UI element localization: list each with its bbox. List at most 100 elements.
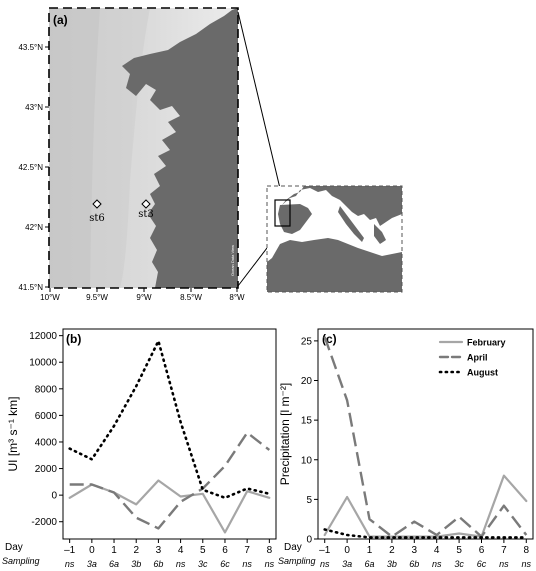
sampling-label: 6a: [365, 559, 375, 569]
lat-tick-label: 42.5°N: [18, 163, 43, 172]
sampling-label: 6b: [409, 559, 419, 569]
panel-label-a: (a): [53, 13, 68, 27]
sampling-label: ns: [320, 559, 330, 569]
inset-map: [266, 185, 403, 293]
panel-label-b: (b): [66, 332, 81, 346]
legend: February April August: [438, 338, 506, 378]
legend-label: August: [467, 368, 498, 378]
plot-frame-c: [317, 328, 534, 540]
lon-tick-label: 9°W: [136, 293, 152, 302]
y-tick-label: 0: [306, 535, 312, 546]
x-axis-title-c: Day: [284, 542, 302, 553]
series-line-august: [68, 339, 271, 500]
sampling-title-c: Sampling: [278, 556, 316, 566]
x-tick-label: 1: [367, 545, 373, 556]
x-tick-label: 0: [89, 545, 95, 556]
plot-frame-b: [62, 328, 277, 540]
x-tick-label: 7: [501, 545, 507, 556]
lon-tick-label: 10°W: [40, 293, 60, 302]
sampling-label: 3b: [387, 559, 397, 569]
y-tick-label: 0: [51, 491, 57, 502]
x-tick-label: 8: [524, 545, 530, 556]
x-tick-label: 5: [200, 545, 206, 556]
y-tick-label: 12000: [29, 331, 57, 342]
station-label: st6: [89, 213, 105, 224]
y-tick-label: 25: [301, 336, 313, 347]
sampling-label: 3c: [454, 559, 464, 569]
odv-credit: Ocean Data View: [230, 245, 235, 276]
series-line-april: [323, 336, 528, 538]
x-tick-label: 3: [412, 545, 418, 556]
y-ticks-b: -2000 0 2000 4000 6000 8000 10000 12000: [29, 331, 63, 528]
lat-tick-label: 43°N: [25, 103, 43, 112]
station-label: st3: [138, 209, 154, 220]
x-tick-label: 2: [389, 545, 395, 556]
x-tick-label: –1: [319, 545, 331, 556]
x-tick-label: 8: [267, 545, 273, 556]
y-ticks-c: 0 5 10 15 20 25: [301, 336, 318, 546]
y-axis-label-c: Precipitation [l m⁻²]: [278, 383, 292, 485]
y-tick-label: 2000: [35, 464, 58, 475]
y-tick-label: 10: [301, 455, 313, 466]
y-tick-label: 8000: [35, 384, 58, 395]
bathymetry-shade: [49, 8, 150, 288]
sampling-title-b: Sampling: [2, 556, 40, 566]
inset-frame: [266, 185, 403, 293]
land-galicia: [122, 8, 238, 288]
sampling-label: 3a: [342, 559, 352, 569]
lon-tick-label: 8°W: [229, 293, 245, 302]
sampling-label: 6b: [153, 559, 163, 569]
y-tick-label: -2000: [31, 517, 57, 528]
station-marker: [141, 199, 151, 209]
x-tick-label: 6: [222, 545, 228, 556]
series-lines-b: [68, 339, 271, 534]
zoom-line-top: [237, 11, 284, 202]
station-st6: st6: [89, 199, 105, 224]
legend-label: April: [467, 353, 488, 363]
x-tick-label: 3: [156, 545, 162, 556]
lon-tick-label: 8.5°W: [180, 293, 202, 302]
series-line-april: [69, 431, 271, 530]
sampling-label: ns: [499, 559, 509, 569]
x-tick-label: 4: [178, 545, 184, 556]
sampling-label: ns: [65, 559, 75, 569]
x-tick-label: 0: [344, 545, 350, 556]
sampling-label: 6a: [109, 559, 119, 569]
sampling-label: 6c: [477, 559, 487, 569]
inset-land-africa: [267, 238, 402, 292]
sampling-label: 6c: [220, 559, 230, 569]
sampling-label: ns: [176, 559, 186, 569]
sampling-label: ns: [265, 559, 275, 569]
sampling-label: 3c: [198, 559, 208, 569]
sampling-label: ns: [432, 559, 442, 569]
y-tick-label: 5: [306, 495, 312, 506]
lat-axis: 43.5°N 43°N 42.5°N 42°N 41.5°N: [18, 43, 49, 292]
sampling-label: 3b: [131, 559, 141, 569]
sampling-label: ns: [522, 559, 532, 569]
y-tick-label: 20: [301, 376, 313, 387]
y-tick-label: 6000: [35, 411, 58, 422]
y-tick-label: 10000: [29, 358, 57, 369]
inset-study-area-box: [274, 199, 291, 227]
inset-land-greece: [374, 224, 386, 244]
x-tick-label: 7: [244, 545, 250, 556]
sampling-label: ns: [242, 559, 252, 569]
x-tick-label: 5: [456, 545, 462, 556]
x-tick-label: 6: [479, 545, 485, 556]
series-line-february: [323, 474, 528, 538]
lat-tick-label: 42°N: [25, 223, 43, 232]
series-line-august: [323, 528, 528, 539]
legend-label: February: [467, 338, 506, 348]
station-st3: st3: [138, 199, 154, 220]
x-axis-title-b: Day: [5, 542, 23, 553]
x-ticks-c: –1 ns 0 3a 1 6a 2 3b 3 6b 4 ns 5 3c 6 6c 7 ns 8 ns: [319, 539, 532, 569]
y-axis-label-b: UI [m³ s⁻¹ km]: [6, 397, 20, 472]
x-tick-label: 4: [434, 545, 440, 556]
map-panel-a: (a) 43.5°N 43°N 42.5°N 42°N 41.5°N 10°W …: [18, 7, 245, 302]
x-tick-label: 2: [133, 545, 139, 556]
x-ticks-b: –1 ns 0 3a 1 6a 2 3b 3 6b 4 ns 5 3c 6 6c 7 ns 8 ns: [64, 539, 275, 569]
series-lines-c: [323, 336, 528, 539]
sampling-label: 3a: [87, 559, 97, 569]
lat-tick-label: 41.5°N: [18, 283, 43, 292]
